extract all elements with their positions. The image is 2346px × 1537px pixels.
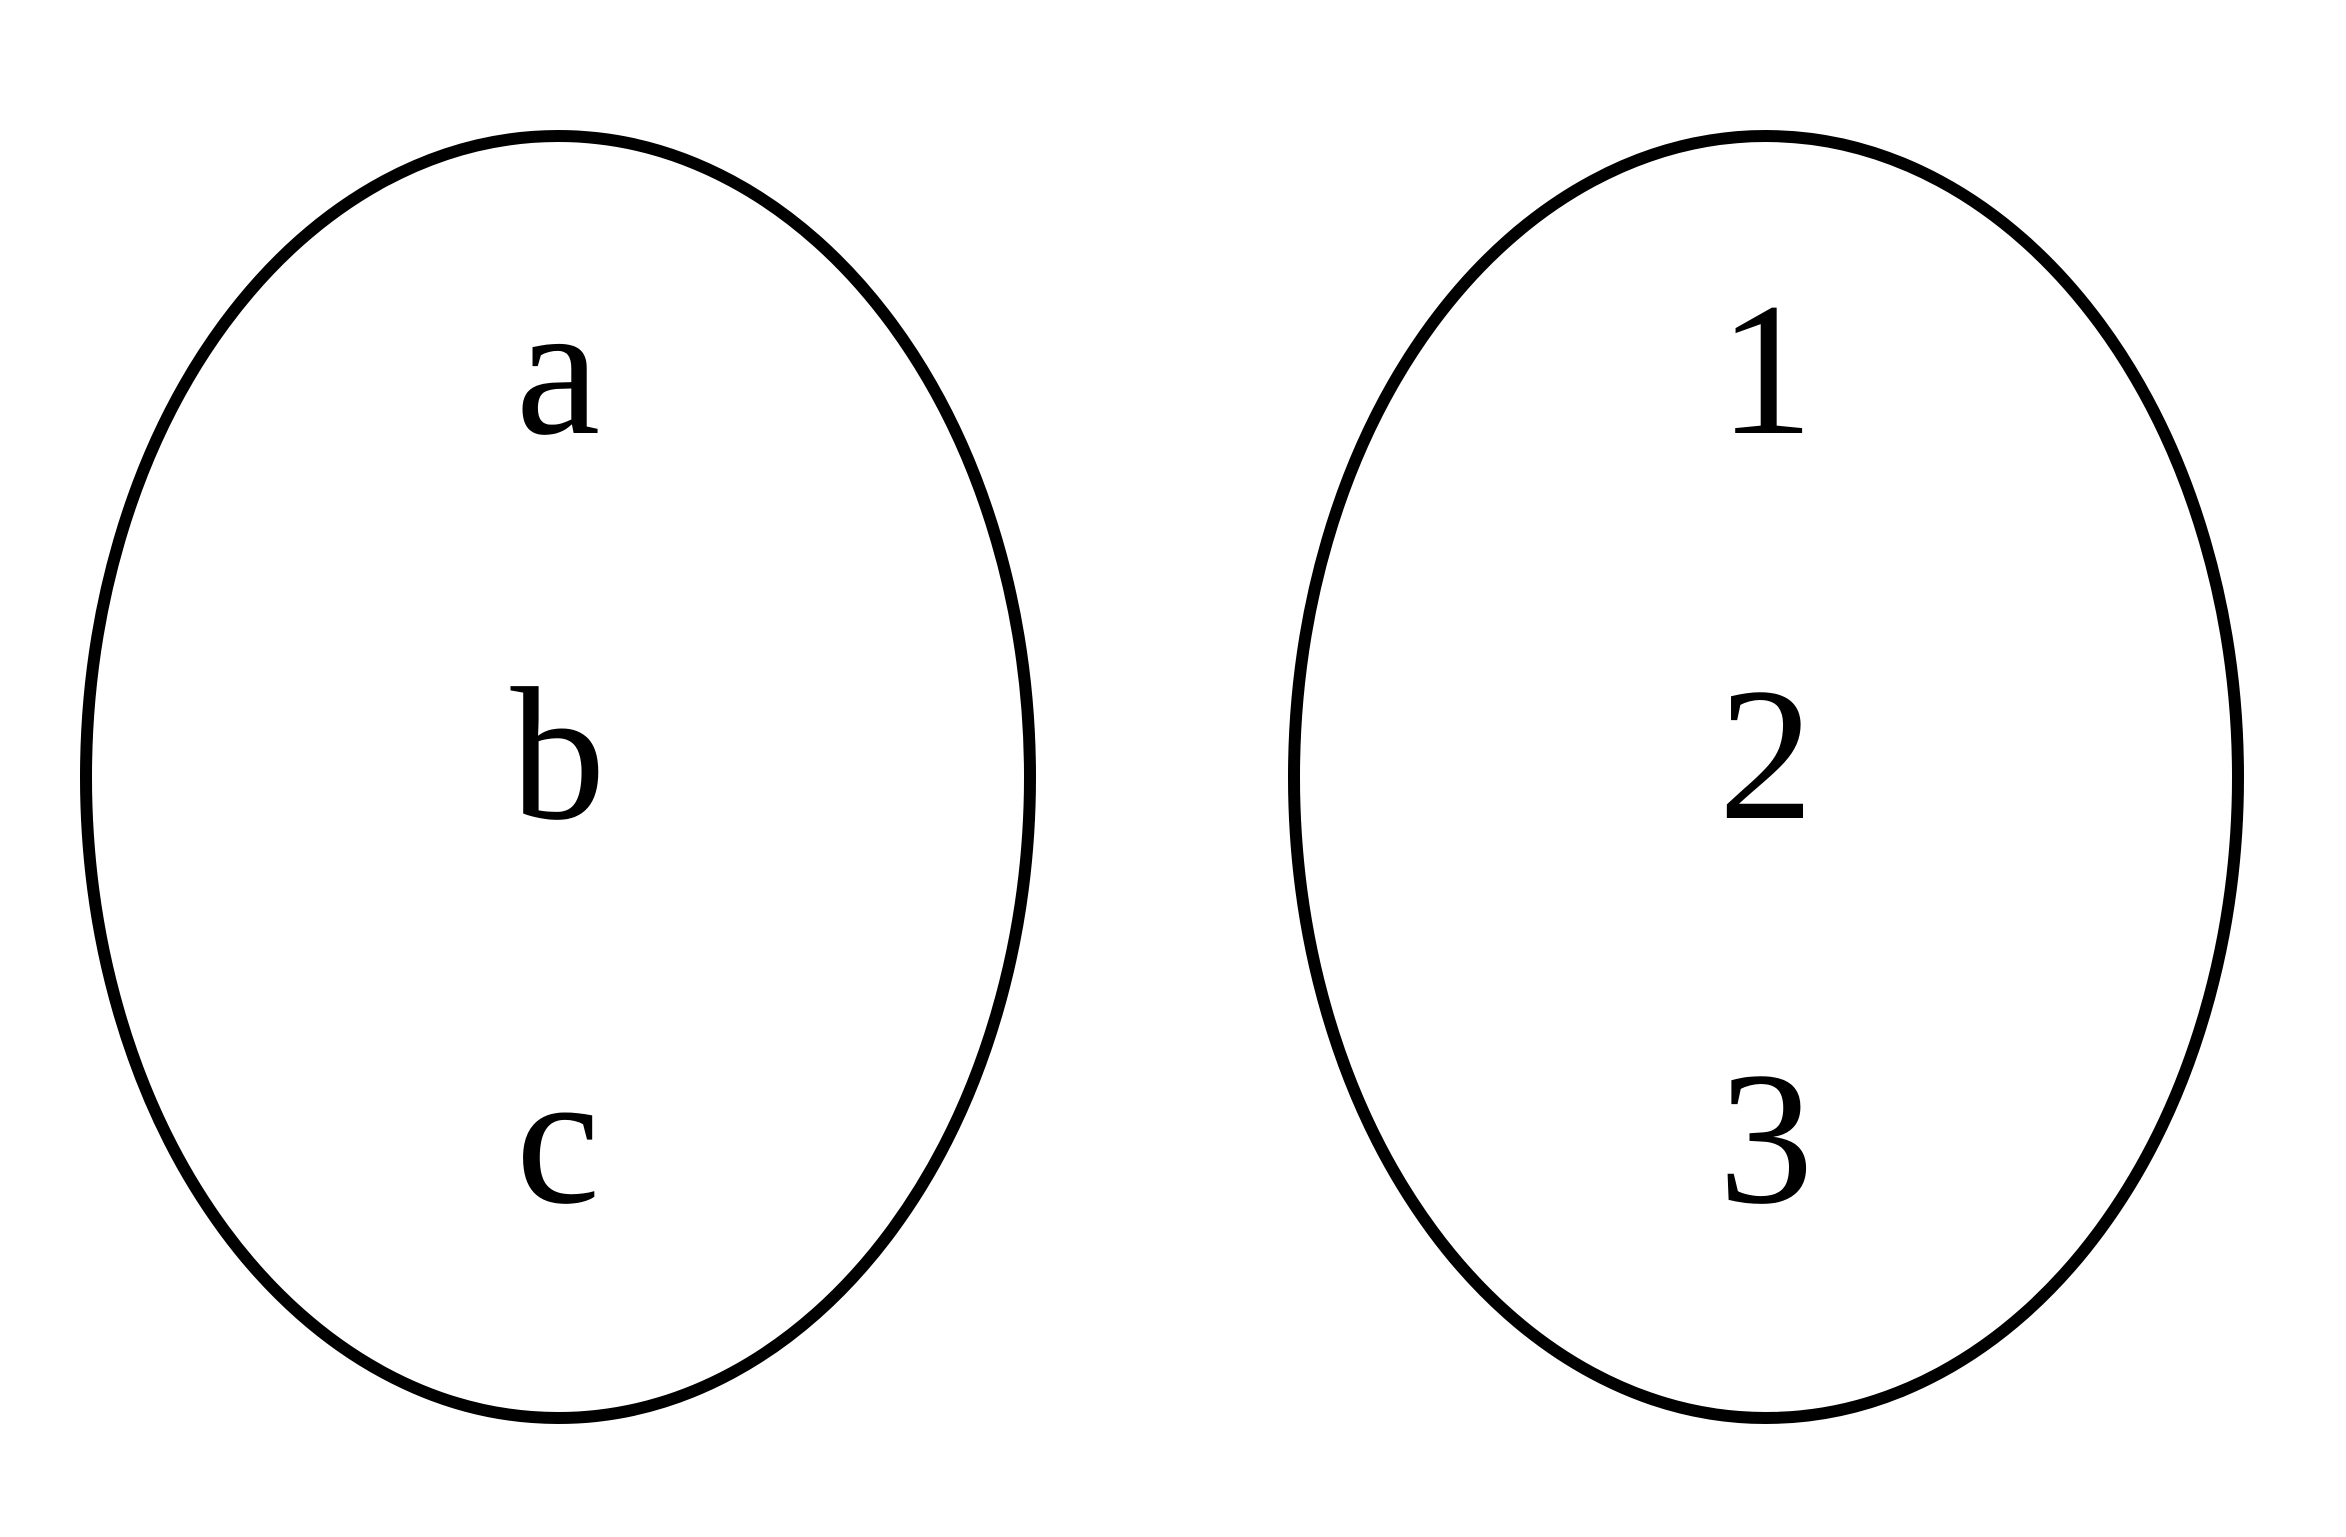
right-set-element-3: 3 <box>1719 1034 1814 1244</box>
left-set-element-a: a <box>516 265 600 475</box>
right-set-ellipse <box>1288 130 2244 1424</box>
right-set-element-2: 2 <box>1719 650 1814 860</box>
left-set-ellipse <box>80 130 1036 1424</box>
left-set-element-c: c <box>516 1034 600 1244</box>
right-set-element-1: 1 <box>1719 265 1814 475</box>
left-set: a b c <box>80 130 1036 1424</box>
right-set: 1 2 3 <box>1288 130 2244 1424</box>
left-set-element-b: b <box>511 650 606 860</box>
